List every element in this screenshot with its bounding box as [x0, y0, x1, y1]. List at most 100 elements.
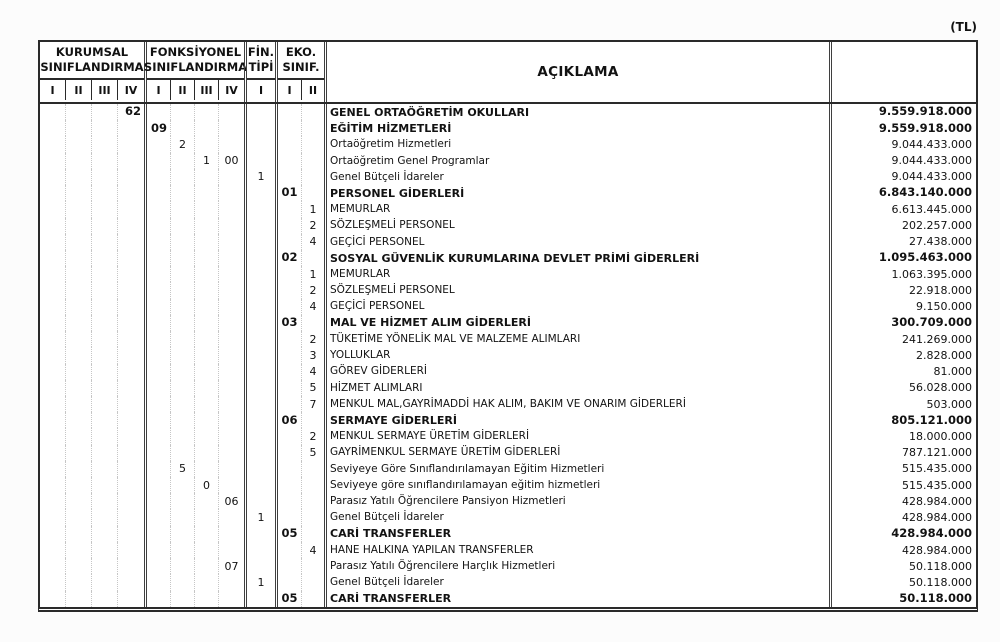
fin-tipi-cell [247, 104, 275, 120]
fonksiyonel-III-cell [195, 185, 219, 202]
aciklama-cell: Genel Bütçeli İdareler [330, 576, 444, 589]
fin-tipi-cells [244, 541, 275, 559]
fin-tipi-cell [247, 542, 275, 558]
eko-I-cell [278, 541, 302, 559]
kurumsal-III-cell [92, 347, 118, 364]
fin-tipi-cell [247, 591, 275, 607]
fonksiyonel-cells [144, 428, 244, 445]
eko-cells: 01 [275, 185, 324, 202]
kurumsal-I-cell [40, 120, 66, 137]
kurumsal-IV-cell [118, 153, 144, 169]
eko-I-cell [278, 493, 302, 510]
eko-I-cell [278, 152, 302, 169]
table-row: 1 00 Ortaöğretim Genel Programlar 9.044.… [40, 152, 976, 169]
aciklama-cell: GÖREV GİDERLERİ [330, 365, 427, 378]
kurumsal-cells [40, 525, 144, 542]
table-row: 07 Parasız Yatılı Öğrencilere Harçlık Hi… [40, 558, 976, 575]
kurumsal-IV-cell [118, 250, 144, 266]
kurumsal-II-cell [66, 525, 92, 542]
fin-tipi-cells [244, 152, 275, 169]
aciklama-cell-wrap: Genel Bütçeli İdareler [324, 509, 829, 526]
fin-tipi-cell: 1 [257, 170, 265, 184]
amount-cell-wrap: 515.435.000 [829, 477, 976, 494]
kurumsal-I-cell [40, 298, 66, 315]
fin-tipi-cells [244, 493, 275, 510]
eko-cells: 03 [275, 314, 324, 332]
kurumsal-I-cell [40, 412, 66, 429]
amount-cell-wrap: 22.918.000 [829, 282, 976, 299]
fin-tipi-cell [247, 185, 275, 201]
fin-tipi-cells: 1 [244, 168, 275, 186]
eko-sinif-numerals: I II [278, 80, 324, 100]
table-row: 5 Seviyeye Göre Sınıflandırılamayan Eğit… [40, 460, 976, 478]
aciklama-cell-wrap: EĞİTİM HİZMETLERİ [324, 120, 829, 137]
kurumsal-cells [40, 314, 144, 332]
kurumsal-cells [40, 347, 144, 364]
kurumsal-IV-cell [118, 542, 144, 558]
fin-tipi-cell [247, 380, 275, 396]
kurumsal-title: KURUMSAL SINIFLANDIRMA [40, 42, 144, 80]
fonksiyonel-I-cell [147, 136, 171, 153]
eko-II-cell [302, 104, 324, 120]
fonksiyonel-group-header: FONKSİYONEL SINIFLANDIRMA I II III IV [144, 42, 247, 102]
fonksiyonel-cells: 09 [144, 120, 244, 137]
fin-tipi-cells [244, 331, 275, 348]
amount-cell: 428.984.000 [902, 543, 972, 557]
kurumsal-III-cell [92, 460, 118, 478]
eko-II-cell [302, 315, 324, 331]
aciklama-cell: Ortaöğretim Genel Programlar [330, 154, 490, 167]
kurumsal-IV-cell [118, 412, 144, 428]
fonksiyonel-cells [144, 444, 244, 461]
amount-group-header [829, 42, 976, 102]
fonksiyonel-II-cell [171, 574, 195, 591]
kurumsal-I-cell [40, 185, 66, 202]
kurumsal-III-cell [92, 104, 118, 121]
fin-tipi-cells [244, 363, 275, 380]
fonksiyonel-IV-cell [219, 120, 244, 136]
aciklama-cell: YOLLUKLAR [330, 349, 391, 362]
amount-cell-wrap: 27.438.000 [829, 233, 976, 250]
eko-I-cell [278, 217, 302, 234]
aciklama-cell-wrap: Seviyeye Göre Sınıflandırılamayan Eğitim… [324, 460, 829, 478]
fonksiyonel-II-cell [171, 331, 195, 348]
eko-sinif-group-header: EKO. SINIF. I II [275, 42, 324, 102]
fonksiyonel-III-cell [195, 266, 219, 283]
aciklama-cell: Parasız Yatılı Öğrencilere Harçlık Hizme… [330, 559, 556, 572]
amount-cell-wrap: 1.063.395.000 [829, 266, 976, 283]
aciklama-cell: Parasız Yatılı Öğrencilere Pansiyon Hizm… [330, 495, 566, 508]
eko-I-cell [278, 266, 302, 283]
kurumsal-III-cell [92, 444, 118, 461]
kurumsal-cells [40, 477, 144, 494]
eko-I-cell [278, 477, 302, 494]
fin-tipi-title-line2: TİPİ [248, 60, 274, 74]
amount-cell: 9.150.000 [916, 300, 972, 314]
amount-cell-wrap: 428.984.000 [829, 509, 976, 526]
fonksiyonel-III-cell [195, 136, 219, 153]
kurumsal-III-cell [92, 379, 118, 396]
fonksiyonel-I-cell [147, 428, 171, 445]
eko-cells [275, 574, 324, 591]
fonksiyonel-col-I-header: I [147, 80, 171, 100]
fonksiyonel-IV-cell [219, 445, 244, 461]
fonksiyonel-IV-cell [219, 218, 244, 234]
kurumsal-IV-cell [118, 218, 144, 234]
amount-cell-wrap: 300.709.000 [829, 314, 976, 332]
fonksiyonel-IV-cell [219, 234, 244, 250]
table-row: 06 SERMAYE GİDERLERİ 805.121.000 [40, 412, 976, 429]
kurumsal-IV-cell [118, 526, 144, 542]
amount-cell-wrap: 787.121.000 [829, 444, 976, 461]
amount-cell-wrap: 9.559.918.000 [829, 120, 976, 137]
kurumsal-II-cell [66, 428, 92, 445]
kurumsal-cells [40, 152, 144, 169]
amount-cell-wrap: 202.257.000 [829, 217, 976, 234]
fonksiyonel-I-cell [147, 379, 171, 396]
fin-tipi-cell [247, 266, 275, 282]
kurumsal-III-cell [92, 168, 118, 186]
eko-I-cell: 05 [278, 590, 302, 607]
kurumsal-cells [40, 412, 144, 429]
aciklama-cell-wrap: GÖREV GİDERLERİ [324, 363, 829, 380]
aciklama-cell: EĞİTİM HİZMETLERİ [330, 121, 452, 135]
eko-II-cell: 2 [309, 219, 317, 233]
table-row: 3 YOLLUKLAR 2.828.000 [40, 347, 976, 364]
fin-tipi-cell [247, 428, 275, 444]
